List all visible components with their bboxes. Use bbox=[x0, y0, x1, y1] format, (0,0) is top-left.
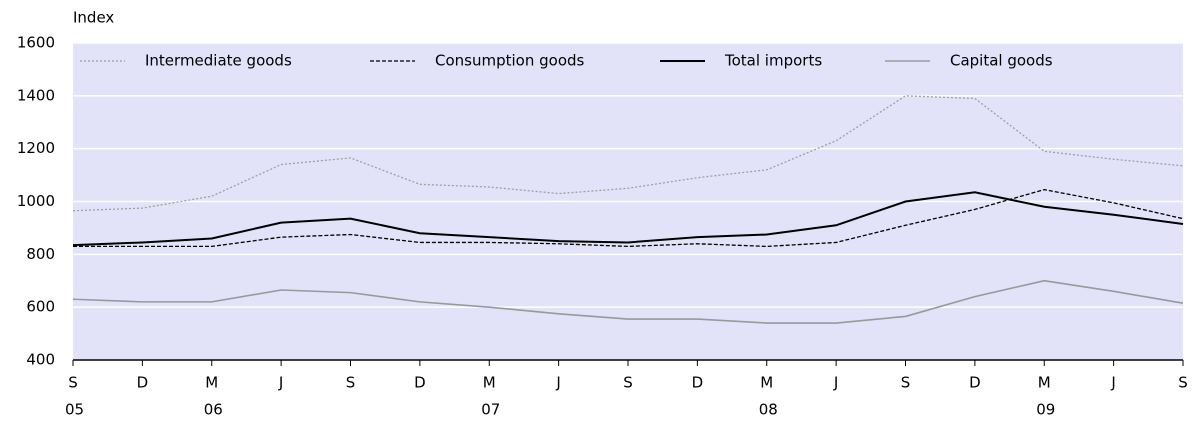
x-tick-label: M bbox=[205, 374, 218, 392]
x-tick-label: J bbox=[1110, 374, 1115, 392]
y-tick-label: 1600 bbox=[17, 34, 55, 52]
x-tick-label: S bbox=[346, 374, 356, 392]
series-line bbox=[73, 188, 1184, 248]
x-year-label: 06 bbox=[204, 401, 223, 419]
x-tick-label: D bbox=[414, 374, 426, 392]
legend-label: Consumption goods bbox=[435, 52, 585, 70]
x-tick-label: M bbox=[483, 374, 496, 392]
x-year-label: 07 bbox=[481, 401, 500, 419]
legend-label: Total imports bbox=[724, 52, 822, 70]
series-line bbox=[72, 95, 1184, 212]
y-tick-label: 1400 bbox=[17, 86, 55, 104]
legend-label: Capital goods bbox=[950, 52, 1053, 70]
y-axis-label: Index bbox=[73, 9, 114, 27]
legend-label: Intermediate goods bbox=[145, 52, 292, 70]
y-tick-label: 400 bbox=[26, 351, 55, 369]
x-tick-label: D bbox=[692, 374, 704, 392]
x-year-label: 08 bbox=[759, 401, 778, 419]
x-year-label: 09 bbox=[1036, 401, 1055, 419]
y-tick-label: 800 bbox=[26, 245, 55, 263]
x-tick-label: S bbox=[623, 374, 633, 392]
x-tick-label: S bbox=[901, 374, 911, 392]
x-tick-label: J bbox=[833, 374, 838, 392]
x-tick-label: J bbox=[278, 374, 283, 392]
series-line bbox=[72, 279, 1184, 324]
x-tick-label: M bbox=[1038, 374, 1051, 392]
x-tick-label: S bbox=[1178, 374, 1188, 392]
x-tick-label: S bbox=[68, 374, 78, 392]
y-tick-label: 1000 bbox=[17, 192, 55, 210]
x-tick-label: D bbox=[969, 374, 981, 392]
x-tick-label: D bbox=[137, 374, 149, 392]
series-line bbox=[72, 191, 1184, 247]
y-tick-label: 600 bbox=[26, 298, 55, 316]
x-tick-label: M bbox=[760, 374, 773, 392]
x-year-label: 05 bbox=[65, 401, 84, 419]
y-tick-label: 1200 bbox=[17, 139, 55, 157]
x-tick-label: J bbox=[555, 374, 560, 392]
